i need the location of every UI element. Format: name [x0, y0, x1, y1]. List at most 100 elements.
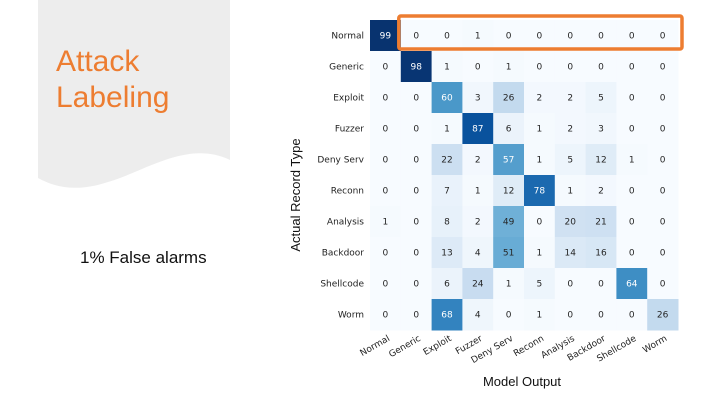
heatmap-cell-value: 0 [413, 311, 419, 321]
heatmap-cell [370, 175, 402, 207]
y-tick-label: Exploit [333, 94, 364, 104]
heatmap-cell-value: 26 [503, 94, 515, 104]
heatmap-cell [554, 299, 587, 331]
heatmap-cell [431, 82, 463, 114]
heatmap-cell [585, 20, 617, 52]
heatmap-cell [431, 237, 463, 269]
heatmap-cell [554, 82, 587, 114]
heatmap-cell-value: 22 [441, 156, 452, 166]
heatmap-cell-value: 1 [444, 125, 450, 135]
heatmap-cell-value: 0 [506, 32, 512, 42]
y-tick-label: Backdoor [322, 249, 365, 259]
heatmap-cell-value: 0 [383, 156, 389, 166]
heatmap-cell [462, 113, 494, 145]
heatmap-cell [585, 299, 617, 331]
heatmap-cell [370, 113, 402, 145]
heatmap-cell-value: 4 [475, 249, 481, 259]
heatmap-cell-value: 0 [660, 63, 666, 73]
heatmap-cell-value: 2 [475, 218, 481, 228]
heatmap-cell [493, 51, 525, 83]
heatmap-cell [616, 113, 648, 145]
heatmap-cell [524, 237, 556, 269]
heatmap-cell-value: 0 [629, 187, 635, 197]
heatmap-cell [616, 237, 648, 269]
heatmap-cell [400, 20, 433, 52]
heatmap-cell [431, 20, 463, 52]
heatmap-cell [400, 268, 433, 300]
heatmap-cell-value: 0 [660, 32, 666, 42]
heatmap-cell [554, 113, 587, 145]
heatmap-cell [554, 20, 587, 52]
heatmap-cell-value: 49 [503, 218, 515, 228]
heatmap-cell [462, 268, 494, 300]
heatmap-cell [616, 144, 648, 176]
y-tick-label: Deny Serv [317, 156, 364, 166]
heatmap-cell-value: 99 [380, 32, 392, 42]
heatmap-cell [616, 175, 648, 207]
heatmap-cell [585, 237, 617, 269]
heatmap-cell [431, 206, 463, 238]
heatmap-cell-value: 0 [537, 218, 543, 228]
heatmap-cell [400, 82, 433, 114]
title-panel-shape [38, 0, 230, 188]
heatmap-cell-value: 0 [660, 249, 666, 259]
heatmap-cell [647, 82, 679, 114]
heatmap-cell [493, 237, 525, 269]
heatmap-cell-value: 12 [595, 156, 606, 166]
heatmap-cell-value: 0 [413, 125, 419, 135]
heatmap-cell-value: 51 [503, 249, 514, 259]
heatmap-cell-value: 2 [567, 94, 573, 104]
heatmap-cell-value: 5 [567, 156, 573, 166]
heatmap-cell [524, 51, 556, 83]
false-alarm-highlight-box [397, 14, 684, 51]
heatmap-cell-value: 1 [567, 187, 573, 197]
heatmap-cell-value: 1 [537, 156, 543, 166]
heatmap-cell-value: 0 [660, 187, 666, 197]
heatmap-cell-value: 24 [472, 280, 484, 290]
heatmap-cell-value: 0 [475, 63, 481, 73]
heatmap-cell [370, 51, 402, 83]
heatmap-cell [647, 299, 679, 331]
heatmap-cell [493, 113, 525, 145]
heatmap-cell [647, 20, 679, 52]
heatmap-cell-value: 2 [598, 187, 604, 197]
heatmap-cell [524, 299, 556, 331]
heatmap-cell-value: 78 [534, 187, 546, 197]
heatmap-cell-value: 3 [475, 94, 481, 104]
heatmap-cell [616, 82, 648, 114]
heatmap-cell [524, 206, 556, 238]
heatmap-cell [524, 20, 556, 52]
x-axis-label: Model Output [483, 374, 561, 389]
heatmap-cell [524, 268, 556, 300]
heatmap-cell [462, 82, 494, 114]
heatmap-cell-value: 6 [506, 125, 512, 135]
heatmap-cell-value: 12 [503, 187, 514, 197]
slide-title-line-2: Labeling [56, 81, 170, 114]
heatmap-cell-value: 0 [660, 218, 666, 228]
heatmap-cell [554, 237, 587, 269]
heatmap-cell-value: 26 [657, 311, 669, 321]
heatmap-cell [585, 113, 617, 145]
heatmap-cell-value: 1 [537, 125, 543, 135]
heatmap-cell [370, 20, 402, 52]
y-tick-labels: Normal Generic Exploit Fuzzer Deny Serv Recon… [317, 32, 364, 321]
heatmap-cell [647, 175, 679, 207]
heatmap-cell-value: 0 [598, 280, 604, 290]
heatmap-cell [431, 175, 463, 207]
heatmap-cell-value: 5 [598, 94, 604, 104]
slide-title-line-1: Attack [56, 45, 140, 78]
heatmap-cell-value: 1 [383, 218, 389, 228]
heatmap-cell [400, 175, 433, 207]
heatmap-cell-value: 68 [441, 311, 453, 321]
heatmap-cell [400, 206, 433, 238]
heatmap-cell [554, 268, 587, 300]
heatmap-cell [493, 206, 525, 238]
heatmap-cell [400, 51, 433, 83]
x-tick-label: Worm [641, 334, 669, 356]
heatmap-cell [493, 82, 525, 114]
heatmap-cell-value: 0 [383, 187, 389, 197]
heatmap-cell [647, 237, 679, 269]
heatmap-cell [554, 206, 587, 238]
heatmap-cell-value: 57 [503, 156, 514, 166]
